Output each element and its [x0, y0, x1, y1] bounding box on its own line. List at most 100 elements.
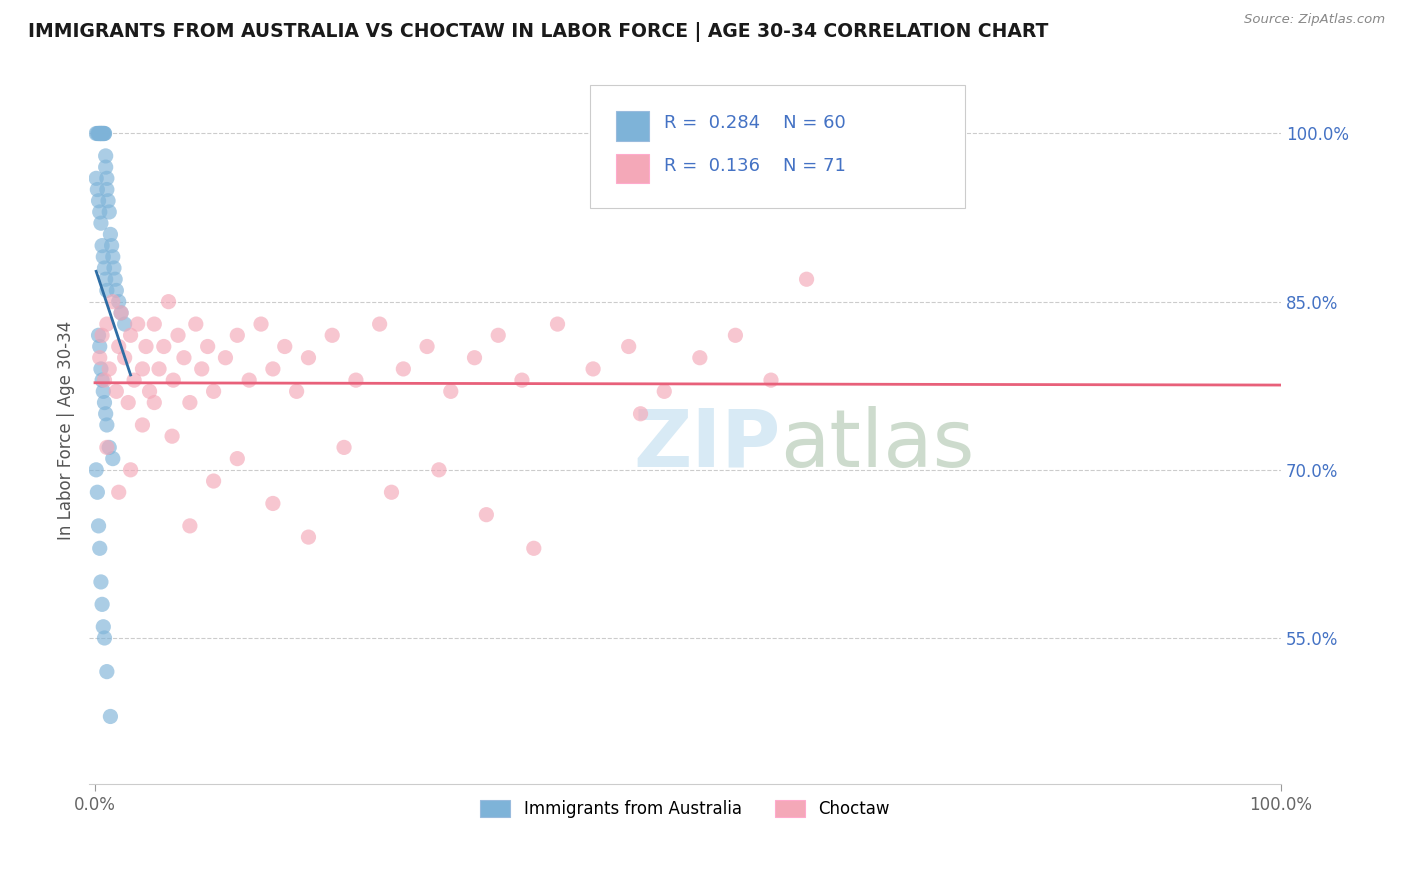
Point — [463, 351, 485, 365]
Point — [157, 294, 180, 309]
Point — [226, 328, 249, 343]
Point — [162, 373, 184, 387]
Point — [93, 127, 115, 141]
Point — [104, 272, 127, 286]
Text: Source: ZipAtlas.com: Source: ZipAtlas.com — [1244, 13, 1385, 27]
Point — [89, 127, 111, 141]
Point — [86, 485, 108, 500]
Point — [143, 317, 166, 331]
Point — [96, 665, 118, 679]
Point — [392, 362, 415, 376]
Point — [96, 417, 118, 432]
Point — [90, 127, 112, 141]
Point — [152, 339, 174, 353]
Point — [84, 463, 107, 477]
Point — [427, 463, 450, 477]
Point — [160, 429, 183, 443]
Point — [101, 294, 124, 309]
Point — [120, 328, 142, 343]
Point — [105, 284, 128, 298]
Point — [91, 127, 114, 141]
Text: R =  0.284    N = 60: R = 0.284 N = 60 — [664, 114, 845, 132]
Point — [98, 362, 121, 376]
Point — [103, 260, 125, 275]
Point — [87, 127, 110, 141]
Point — [110, 306, 132, 320]
Point — [184, 317, 207, 331]
Point — [98, 441, 121, 455]
Point — [107, 294, 129, 309]
Point — [416, 339, 439, 353]
Point — [173, 351, 195, 365]
Point — [96, 284, 118, 298]
Point — [617, 339, 640, 353]
Point — [523, 541, 546, 556]
Point — [796, 272, 818, 286]
Point — [297, 351, 319, 365]
Point — [91, 620, 114, 634]
Point — [148, 362, 170, 376]
Point — [91, 373, 114, 387]
Point — [226, 451, 249, 466]
Point — [96, 317, 118, 331]
Point — [94, 272, 117, 286]
Point — [91, 238, 114, 252]
Point — [510, 373, 533, 387]
Point — [91, 384, 114, 399]
Point — [105, 384, 128, 399]
Point — [100, 709, 122, 723]
Point — [93, 260, 115, 275]
Text: ZIP: ZIP — [633, 406, 780, 483]
Point — [179, 519, 201, 533]
Point — [94, 149, 117, 163]
Point — [90, 127, 112, 141]
Point — [143, 395, 166, 409]
Point — [96, 171, 118, 186]
Point — [100, 227, 122, 242]
Point — [475, 508, 498, 522]
Point — [101, 451, 124, 466]
Point — [167, 328, 190, 343]
Point — [197, 339, 219, 353]
Text: R =  0.136    N = 71: R = 0.136 N = 71 — [664, 157, 845, 175]
Point — [547, 317, 569, 331]
Point — [90, 127, 112, 141]
Point — [93, 127, 115, 141]
Text: atlas: atlas — [780, 406, 974, 483]
Point — [179, 395, 201, 409]
Point — [98, 205, 121, 219]
Point — [486, 328, 509, 343]
Point — [114, 351, 136, 365]
Point — [91, 250, 114, 264]
Point — [724, 328, 747, 343]
Point — [122, 373, 145, 387]
Legend: Immigrants from Australia, Choctaw: Immigrants from Australia, Choctaw — [474, 793, 897, 825]
Point — [107, 339, 129, 353]
Point — [87, 194, 110, 208]
Point — [190, 362, 212, 376]
Point — [91, 598, 114, 612]
Point — [94, 407, 117, 421]
Point — [380, 485, 402, 500]
Point — [120, 463, 142, 477]
Point — [86, 183, 108, 197]
Point — [101, 250, 124, 264]
Point — [127, 317, 149, 331]
Point — [84, 127, 107, 141]
Point — [262, 496, 284, 510]
Point — [368, 317, 391, 331]
Point — [689, 351, 711, 365]
Point — [238, 373, 260, 387]
Point — [87, 127, 110, 141]
Point — [93, 631, 115, 645]
Point — [93, 373, 115, 387]
Point — [90, 216, 112, 230]
Point — [89, 351, 111, 365]
Point — [86, 127, 108, 141]
Point — [131, 417, 153, 432]
Point — [135, 339, 157, 353]
Point — [97, 194, 120, 208]
Point — [96, 441, 118, 455]
Point — [250, 317, 273, 331]
Point — [91, 127, 114, 141]
